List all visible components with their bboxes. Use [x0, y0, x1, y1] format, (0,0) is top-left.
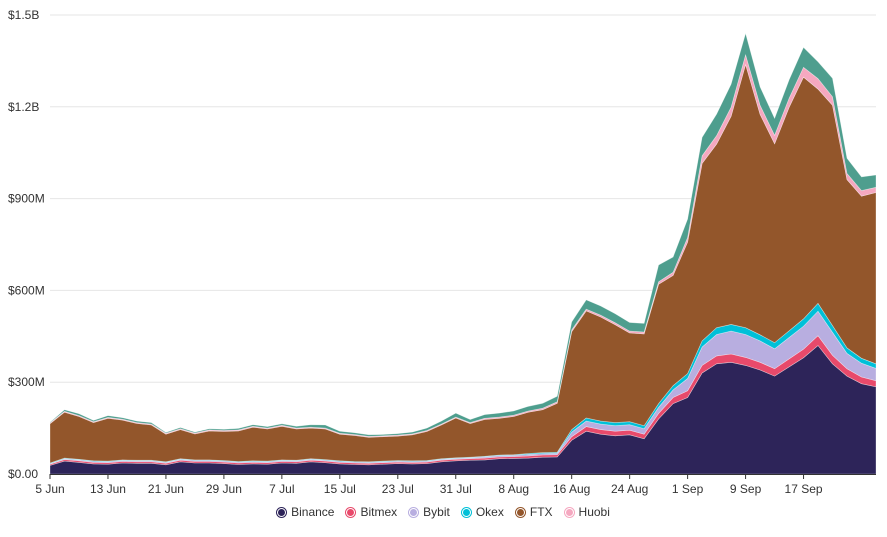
- x-tick-label: 31 Jul: [440, 482, 472, 496]
- x-tick-label: 29 Jun: [206, 482, 242, 496]
- legend-swatch: [461, 507, 471, 517]
- legend-label: Binance: [291, 505, 335, 519]
- x-tick-label: 16 Aug: [553, 482, 590, 496]
- y-tick-label: $600M: [8, 283, 45, 297]
- x-tick-label: 13 Jun: [90, 482, 126, 496]
- y-tick-label: $0.00: [8, 467, 38, 481]
- legend-swatch: [409, 507, 419, 517]
- legend-label: FTX: [529, 505, 553, 519]
- x-tick-label: 5 Jun: [35, 482, 64, 496]
- x-tick-label: 8 Aug: [498, 482, 529, 496]
- x-tick-label: 7 Jul: [269, 482, 294, 496]
- legend-label: Bitmex: [360, 505, 398, 519]
- series-area-other: [49, 32, 877, 437]
- legend-item-huobi[interactable]: Huobi: [564, 505, 610, 519]
- legend-swatch: [277, 507, 287, 517]
- chart-legend: Binance Bitmex Bybit Okex FTX Huobi: [0, 505, 887, 520]
- y-tick-label: $900M: [8, 192, 45, 206]
- x-tick-label: 15 Jul: [324, 482, 356, 496]
- legend-swatch: [515, 507, 525, 517]
- legend-item-binance[interactable]: Binance: [277, 505, 334, 519]
- legend-item-bybit[interactable]: Bybit: [409, 505, 450, 519]
- y-tick-label: $300M: [8, 375, 45, 389]
- x-tick-label: 21 Jun: [148, 482, 184, 496]
- legend-item-ftx[interactable]: FTX: [515, 505, 553, 519]
- x-tick-label: 1 Sep: [672, 482, 704, 496]
- legend-item-okex[interactable]: Okex: [461, 505, 504, 519]
- legend-label: Bybit: [423, 505, 450, 519]
- x-tick-label: 9 Sep: [730, 482, 762, 496]
- x-tick-label: 24 Aug: [611, 482, 648, 496]
- x-tick-label: 23 Jul: [382, 482, 414, 496]
- legend-label: Okex: [475, 505, 504, 519]
- legend-item-bitmex[interactable]: Bitmex: [346, 505, 397, 519]
- series-areas: [49, 32, 877, 475]
- y-tick-label: $1.5B: [8, 8, 39, 22]
- legend-label: Huobi: [578, 505, 610, 519]
- axes: $0.00 $300M $600M $900M $1.2B $1.5B 5 Jun 13 Ju…: [8, 8, 876, 496]
- legend-swatch: [346, 507, 356, 517]
- y-tick-label: $1.2B: [8, 100, 39, 114]
- legend-swatch: [564, 507, 574, 517]
- x-tick-label: 17 Sep: [785, 482, 823, 496]
